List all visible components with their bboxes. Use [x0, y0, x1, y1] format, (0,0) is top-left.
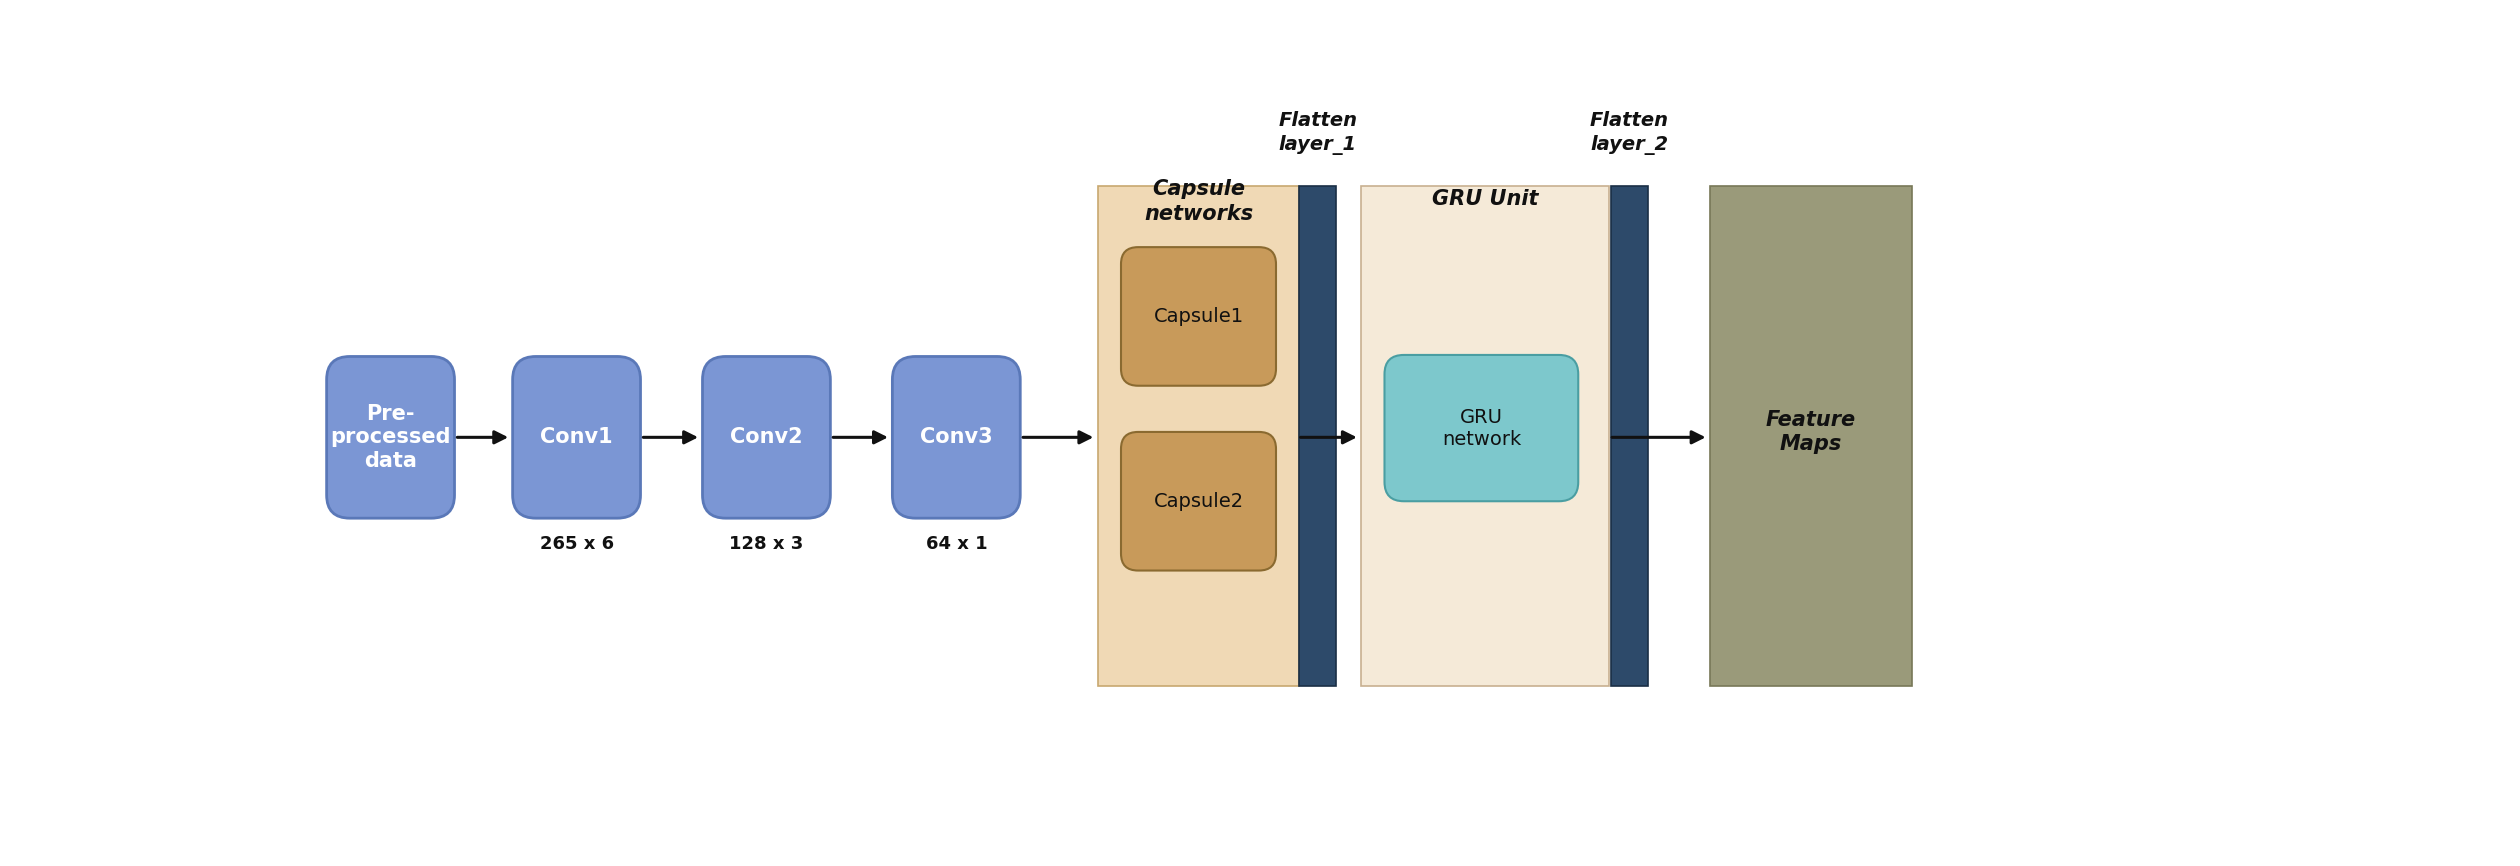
Bar: [1099, 185, 1300, 686]
FancyBboxPatch shape: [892, 357, 1021, 518]
Bar: [1361, 185, 1610, 686]
Bar: [1610, 185, 1648, 686]
FancyBboxPatch shape: [703, 357, 832, 518]
Text: Conv3: Conv3: [920, 427, 993, 448]
FancyBboxPatch shape: [512, 357, 640, 518]
Text: 64 x 1: 64 x 1: [925, 535, 988, 553]
Text: Capsule1: Capsule1: [1154, 307, 1242, 326]
Text: Flatten
layer_1: Flatten layer_1: [1278, 111, 1358, 155]
Bar: [1300, 185, 1336, 686]
Text: 128 x 3: 128 x 3: [728, 535, 804, 553]
Text: 265 x 6: 265 x 6: [539, 535, 615, 553]
Text: Feature
Maps: Feature Maps: [1767, 410, 1855, 455]
FancyBboxPatch shape: [1121, 247, 1275, 385]
Text: Capsule
networks: Capsule networks: [1144, 179, 1252, 224]
Text: Pre-
processed
data: Pre- processed data: [330, 404, 451, 470]
FancyBboxPatch shape: [1383, 355, 1578, 501]
FancyBboxPatch shape: [1121, 432, 1275, 571]
Text: Flatten
layer_2: Flatten layer_2: [1590, 111, 1668, 155]
Text: GRU Unit: GRU Unit: [1431, 189, 1540, 209]
Text: Capsule2: Capsule2: [1154, 492, 1242, 511]
Text: Conv2: Conv2: [731, 427, 804, 448]
Text: Conv1: Conv1: [539, 427, 612, 448]
FancyBboxPatch shape: [328, 357, 454, 518]
Bar: [1711, 185, 1913, 686]
Text: GRU
network: GRU network: [1441, 408, 1522, 449]
